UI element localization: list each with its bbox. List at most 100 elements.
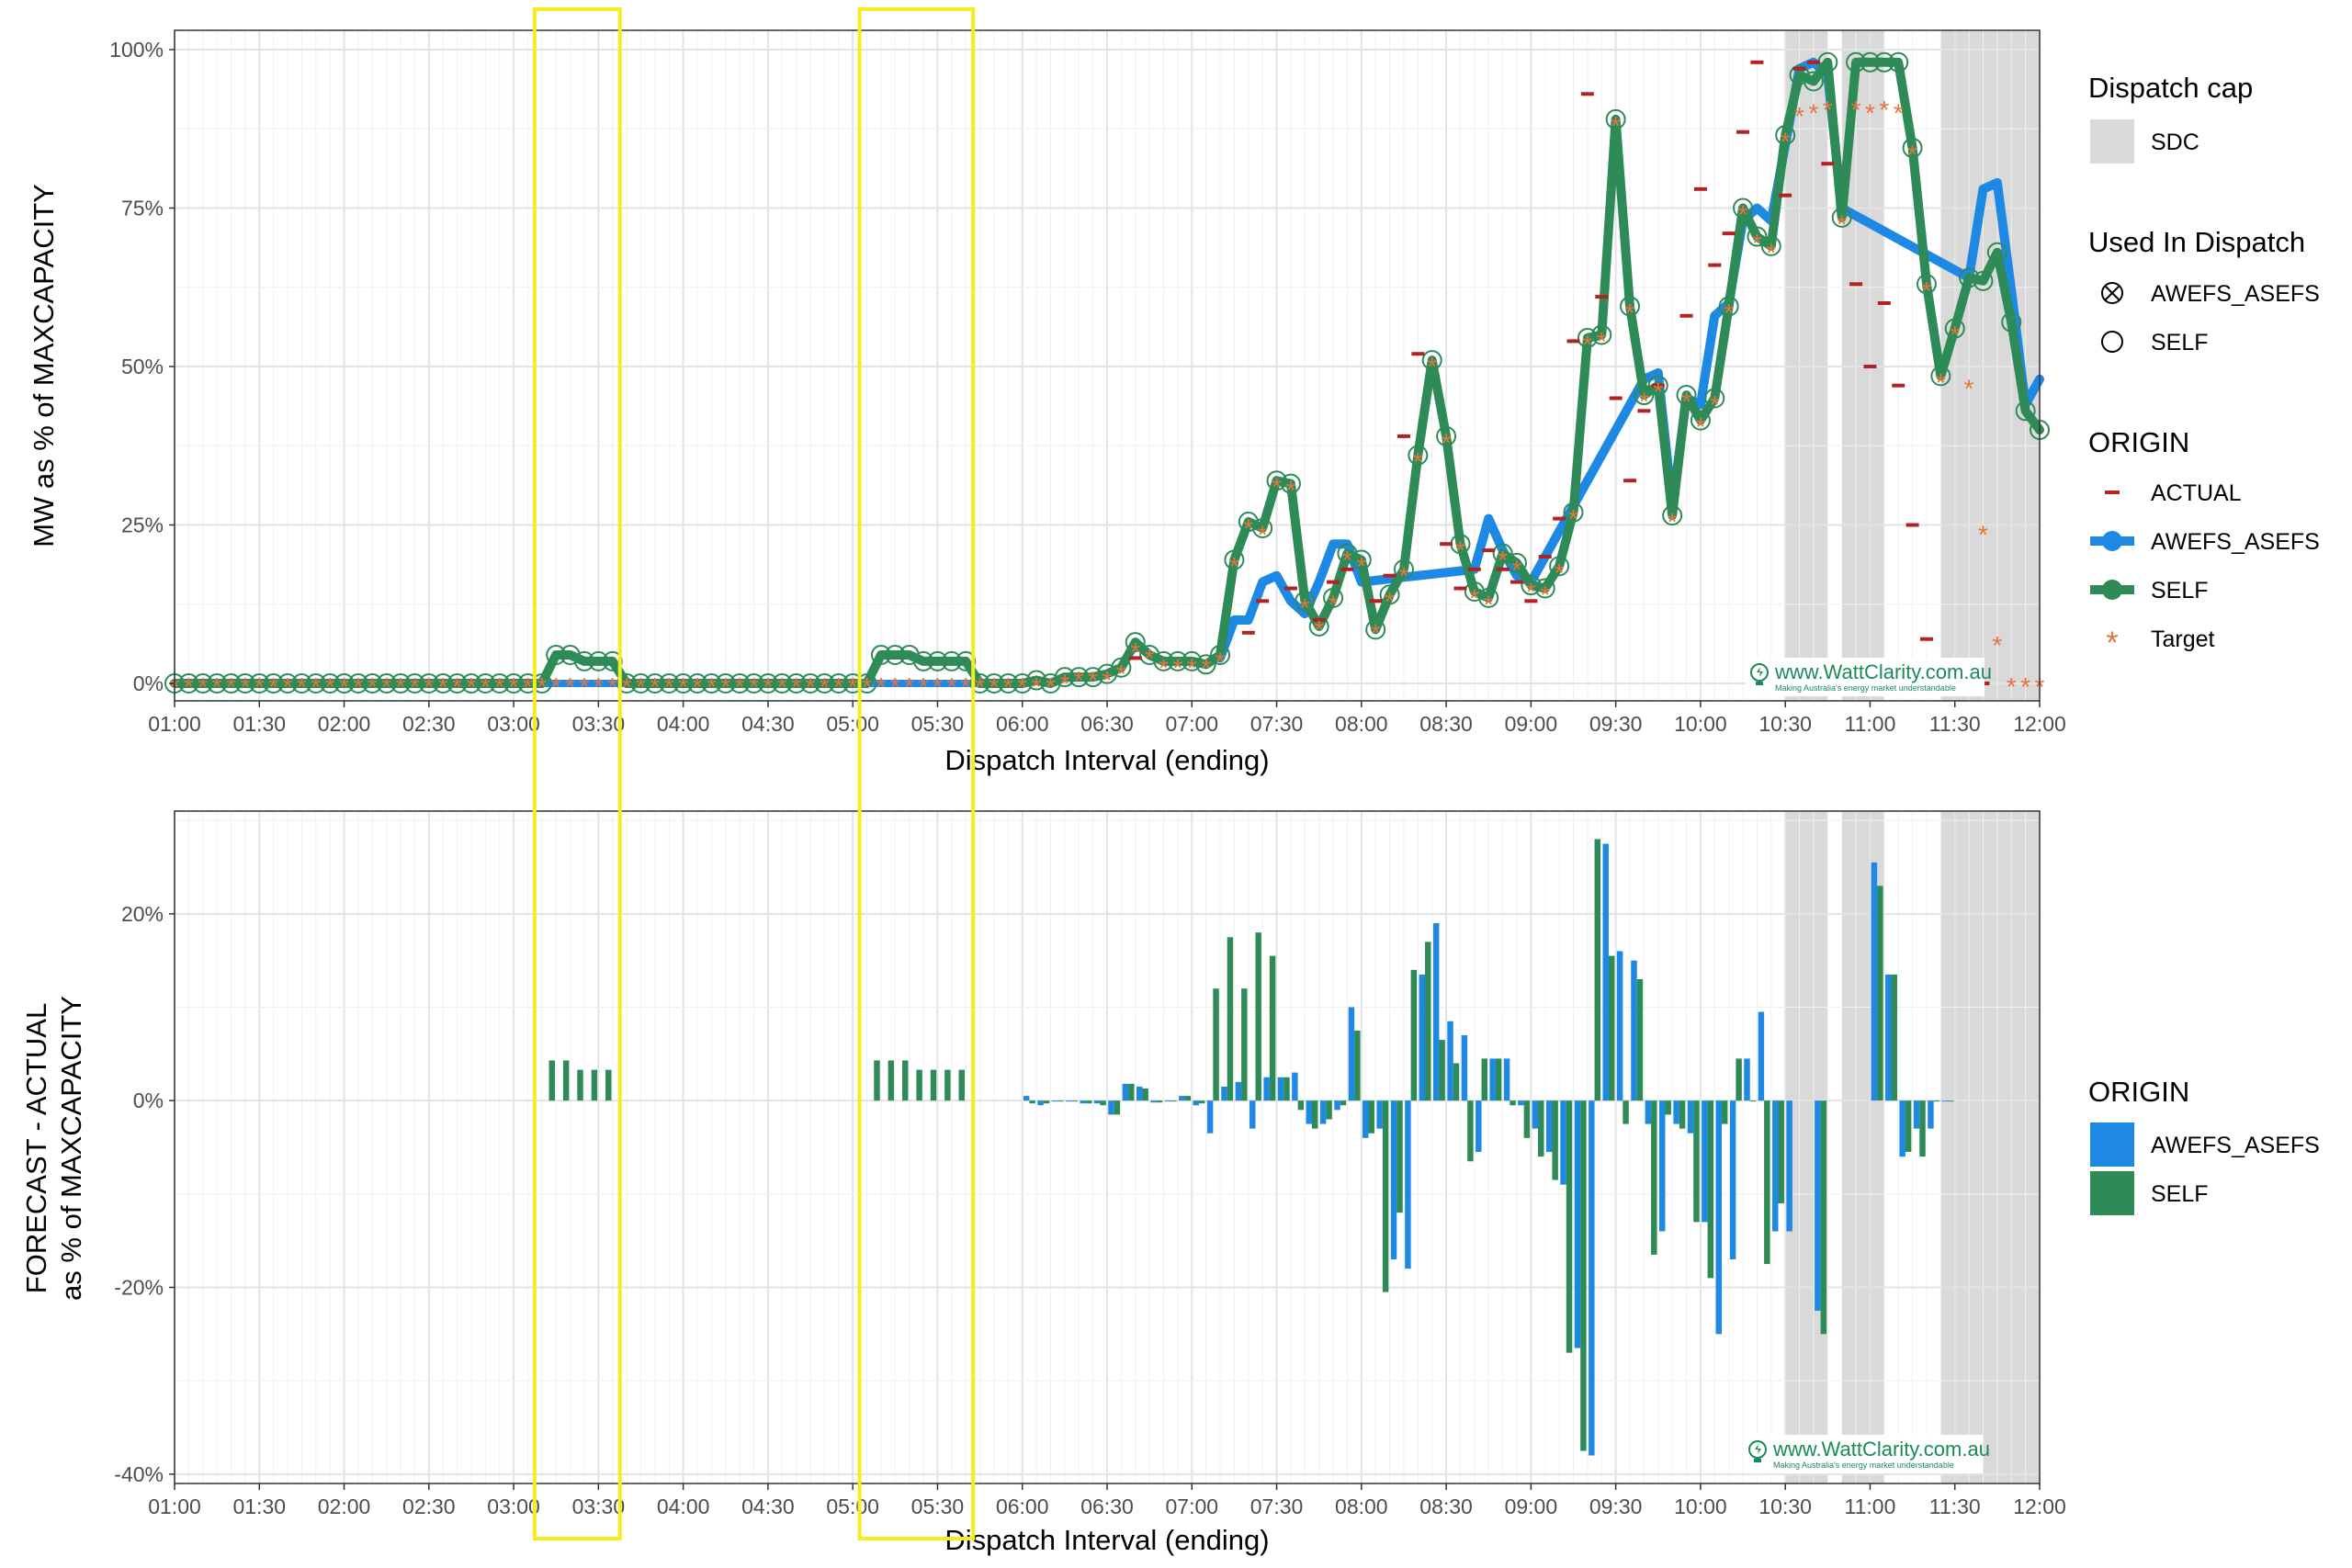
bottom-y-axis-title-line1: FORECAST - ACTUAL xyxy=(20,1003,52,1293)
awefs-bar xyxy=(1772,1100,1779,1232)
legend-origin-top-title: ORIGIN xyxy=(2088,426,2189,458)
target-point: * xyxy=(1172,653,1182,682)
self-point xyxy=(899,644,920,665)
self-point xyxy=(334,673,355,694)
self-bar xyxy=(1198,1100,1205,1104)
bottom-watermark: www.WattClarity.com.au Making Australia'… xyxy=(1744,1435,1990,1473)
target-point: * xyxy=(1074,666,1084,694)
target-point: * xyxy=(989,672,1000,701)
self-bar xyxy=(1749,1100,1757,1102)
self-point xyxy=(828,673,849,694)
target-point: * xyxy=(1526,578,1536,606)
self-bar xyxy=(1566,1100,1573,1353)
awefs-bar xyxy=(1051,1100,1058,1102)
highlight-box xyxy=(857,7,976,1540)
self-point xyxy=(1040,673,1061,694)
awefs-bar xyxy=(1193,1100,1199,1106)
self-point xyxy=(1421,350,1442,371)
target-point: * xyxy=(1243,514,1253,543)
awefs-bar xyxy=(1673,1100,1679,1124)
target-point: * xyxy=(806,672,816,701)
self-point xyxy=(2015,400,2036,422)
awefs-bar xyxy=(1136,1086,1143,1101)
self-point xyxy=(1930,366,1951,387)
self-point xyxy=(786,673,807,694)
x-tick-label: 04:30 xyxy=(741,1495,795,1518)
self-bar xyxy=(1029,1100,1035,1104)
awefs-bar xyxy=(1348,1007,1355,1101)
x-tick-label: 08:00 xyxy=(1335,1495,1388,1518)
target-point: * xyxy=(1314,615,1324,644)
self-point xyxy=(546,644,567,665)
self-point xyxy=(772,673,793,694)
self-point xyxy=(291,673,312,694)
target-point: * xyxy=(820,672,830,701)
target-point: * xyxy=(1794,102,1804,130)
target-point: * xyxy=(1668,508,1678,536)
top-chart: * * * * * * * * * * * * * * * * * * * * * * * * * * * * * * * * * * * * * * * *… xyxy=(28,29,2066,776)
self-point xyxy=(1986,242,2007,263)
bulb-icon xyxy=(1748,1440,1767,1462)
self-point xyxy=(1365,619,1386,640)
self-point xyxy=(1760,235,1781,256)
y-tick-label: 50% xyxy=(121,355,164,378)
target-point: * xyxy=(452,672,462,701)
self-point xyxy=(1747,226,1768,247)
legend-sdc-swatch xyxy=(2090,119,2134,164)
awefs-bar xyxy=(1489,1058,1496,1101)
self-bar xyxy=(1184,1096,1192,1101)
target-point: * xyxy=(1145,644,1155,672)
self-point xyxy=(1195,654,1216,675)
awefs-bar xyxy=(1729,1100,1736,1259)
self-point xyxy=(207,673,228,694)
self-point xyxy=(998,673,1019,694)
x-tick-label: 10:30 xyxy=(1758,1495,1812,1518)
self-point xyxy=(715,673,736,694)
x-tick-label: 11:30 xyxy=(1929,712,1981,736)
target-point: * xyxy=(1272,473,1282,502)
self-point xyxy=(1069,667,1090,688)
target-point: * xyxy=(1427,353,1437,381)
self-bar xyxy=(1100,1100,1106,1106)
target-point: * xyxy=(1555,558,1565,587)
y-tick-label: -20% xyxy=(114,1276,164,1300)
self-bar xyxy=(1439,1040,1445,1101)
self-point xyxy=(1295,591,1316,612)
self-point xyxy=(390,673,412,694)
target-point: * xyxy=(1130,637,1140,666)
target-point: * xyxy=(381,672,391,701)
self-bar xyxy=(1410,969,1418,1101)
target-point: * xyxy=(1442,428,1452,457)
awefs-bar xyxy=(1250,1100,1256,1129)
self-bar xyxy=(1326,1100,1332,1120)
x-tick-label: 07:00 xyxy=(1165,712,1218,736)
top-points: * * * * * * * * * * * * * * * * * * * * * * * * * * * * * * * * * * * * * * * *… xyxy=(164,51,2050,701)
target-point: * xyxy=(1229,552,1239,581)
legend-origin-awefs-label: AWEFS_ASEFS xyxy=(2151,529,2320,555)
self-bar xyxy=(1933,1100,1940,1102)
self-bar xyxy=(1736,1058,1742,1101)
self-point xyxy=(460,673,481,694)
self-point xyxy=(362,673,383,694)
x-tick-label: 02:30 xyxy=(402,1495,456,1518)
self-point xyxy=(1591,324,1612,345)
awefs-bar xyxy=(1319,1100,1327,1124)
self-point xyxy=(1549,556,1570,577)
target-point: * xyxy=(650,672,660,701)
x-tick-label: 05:30 xyxy=(911,1495,965,1518)
target-point: * xyxy=(396,672,406,701)
top-x-ticks: 01:00 01:30 02:00 02:30 03:00 03:30 04:00 04:30… xyxy=(148,701,2066,736)
target-point: * xyxy=(707,672,717,701)
top-y-ticks: 0% 25% 50% 75% 100% xyxy=(109,38,175,695)
x-tick-label: 08:30 xyxy=(1419,712,1473,736)
self-point xyxy=(644,673,665,694)
self-point xyxy=(1182,650,1203,671)
awefs-bar xyxy=(1432,923,1440,1101)
target-point: * xyxy=(1201,653,1211,682)
target-point: * xyxy=(1992,631,2002,660)
self-bar xyxy=(1311,1100,1318,1129)
bulb-icon xyxy=(1750,663,1769,685)
awefs-bar xyxy=(1390,1100,1397,1259)
self-point xyxy=(941,650,962,671)
awefs-bar xyxy=(1206,1100,1214,1134)
